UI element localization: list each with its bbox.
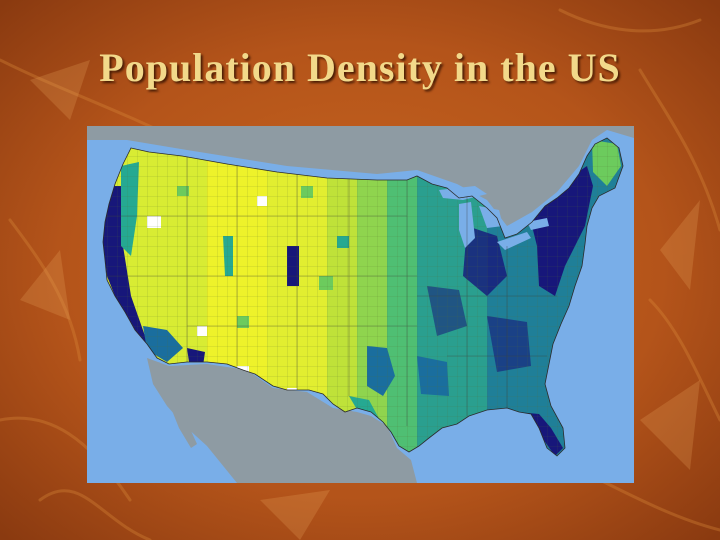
state-borders xyxy=(107,146,557,426)
canada-landmass xyxy=(87,126,634,226)
baja-peninsula xyxy=(157,362,197,448)
mexico-landmass xyxy=(147,358,417,483)
us-density-map-graphic xyxy=(87,126,634,483)
slide-title: Population Density in the US xyxy=(99,45,621,90)
population-density-map xyxy=(87,126,634,483)
